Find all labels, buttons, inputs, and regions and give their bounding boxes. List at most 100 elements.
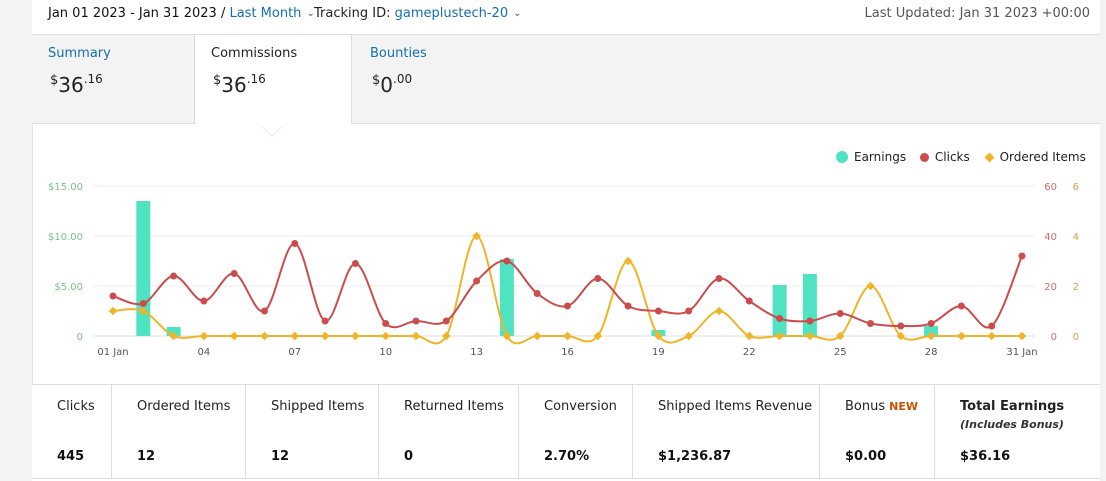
- earnings-bar: [499, 259, 514, 336]
- y-tick-label-earnings: $10.00: [48, 232, 83, 243]
- stat-total-earnings: Total Earnings (Includes Bonus) $36.16: [935, 385, 1100, 478]
- x-tick-label: 22: [743, 347, 756, 358]
- earnings-tabs: Summary $36.16 Commissions $36.16 Bounti…: [32, 34, 1100, 129]
- clicks-point: [745, 297, 753, 305]
- x-tick-label: 04: [198, 347, 211, 358]
- x-tick-label: 28: [925, 347, 938, 358]
- clicks-point: [442, 317, 450, 325]
- ordered-items-point: [623, 256, 633, 266]
- stat-value: 12: [137, 449, 156, 464]
- tab-summary[interactable]: Summary $36.16: [32, 35, 192, 129]
- ordered-items-point: [381, 331, 390, 341]
- ordered-items-point: [957, 331, 966, 341]
- clicks-point: [503, 257, 511, 265]
- total-earnings-label: Total Earnings: [960, 399, 1065, 414]
- x-tick-label: 25: [834, 347, 847, 358]
- x-tick-label: 31 Jan: [1006, 347, 1037, 358]
- ordered-items-point: [684, 331, 693, 341]
- ordered-items-point: [108, 306, 118, 316]
- y-tick-label-clicks: 20: [1044, 282, 1057, 293]
- stat-value: 12: [271, 449, 290, 464]
- ordered-items-point: [896, 331, 906, 341]
- ordered-items-point: [351, 331, 360, 341]
- active-tab-pointer-fill: [263, 127, 281, 136]
- chevron-down-icon[interactable]: ⌄: [513, 8, 522, 19]
- clicks-point: [200, 297, 208, 305]
- ordered-items-point: [835, 331, 845, 341]
- stat-label: Ordered Items: [137, 399, 231, 414]
- ordered-items-point: [593, 331, 603, 341]
- tab-bounties[interactable]: Bounties $0.00: [354, 35, 514, 129]
- legend-earnings[interactable]: Earnings: [836, 150, 906, 164]
- x-tick-label: 13: [470, 347, 483, 358]
- ordered-items-point: [563, 331, 572, 341]
- tracking-id-selector[interactable]: Tracking ID: gameplustech-20 ⌄: [314, 6, 522, 21]
- ordered-items-point: [411, 331, 421, 341]
- ordered-items-point: [775, 331, 784, 341]
- ordered-items-point: [532, 331, 542, 341]
- stat-label: Shipped Items: [271, 399, 365, 414]
- ordered-items-point: [987, 331, 996, 341]
- ordered-items-point: [714, 306, 724, 316]
- ordered-items-point: [260, 331, 269, 341]
- tracking-id-value[interactable]: gameplustech-20: [394, 6, 509, 21]
- x-tick-label: 01 Jan: [97, 347, 128, 358]
- last-updated-text: Last Updated: Jan 31 2023 +00:00: [864, 6, 1090, 21]
- tab-commissions[interactable]: Commissions $36.16: [194, 35, 352, 129]
- clicks-point: [321, 317, 329, 325]
- right-gutter: [1100, 0, 1106, 481]
- clicks-point: [897, 322, 905, 330]
- clicks-point: [412, 317, 420, 325]
- clicks-point: [291, 240, 299, 247]
- ordered-swatch-icon: [984, 152, 995, 163]
- stat-shipped-items: Shipped Items 12: [246, 385, 379, 478]
- clicks-point: [109, 292, 117, 300]
- stat-value: $36.16: [960, 449, 1011, 464]
- includes-bonus-label: (Includes Bonus): [960, 418, 1064, 431]
- clicks-point: [170, 272, 178, 280]
- stat-clicks: Clicks 445: [32, 385, 112, 478]
- legend-ordered-items[interactable]: Ordered Items: [984, 150, 1086, 164]
- clicks-point: [261, 307, 268, 315]
- ordered-items-point: [229, 331, 239, 341]
- stat-label: Shipped Items Revenue: [658, 399, 813, 414]
- ordered-items-point: [139, 306, 148, 316]
- ordered-items-point: [169, 331, 178, 341]
- y-tick-label-clicks: 60: [1044, 182, 1057, 193]
- range-preset-label[interactable]: Last Month: [229, 6, 302, 21]
- new-badge: NEW: [889, 400, 918, 413]
- y-tick-label-earnings: $5.00: [54, 282, 83, 293]
- x-tick-label: 07: [288, 347, 301, 358]
- ordered-items-point: [199, 331, 209, 341]
- earnings-chart: $15.00 60 6 $10.00 40 4 $5.00 20 2 0 0 0 01 Jan 04 07 1…: [32, 124, 1100, 384]
- tab-summary-label[interactable]: Summary: [48, 46, 111, 61]
- y-tick-label-ordered: 2: [1073, 282, 1079, 293]
- stat-returned-items: Returned Items 0: [379, 385, 519, 478]
- legend-clicks[interactable]: Clicks: [919, 150, 970, 164]
- tracking-id-label: Tracking ID:: [314, 6, 391, 21]
- legend-earnings-label: Earnings: [854, 150, 907, 164]
- tab-bounties-amount: $0.00: [372, 72, 413, 97]
- report-toolbar: Jan 01 2023 - Jan 31 2023 / Last Month ⌄ …: [32, 0, 1100, 34]
- stat-value: 2.70%: [544, 449, 590, 464]
- stat-value: $0.00: [845, 449, 887, 464]
- tab-commissions-label[interactable]: Commissions: [211, 46, 298, 61]
- stats-table: Clicks 445 Ordered Items 12 Shipped Item…: [32, 384, 1100, 479]
- ordered-items-point: [472, 231, 481, 241]
- clicks-point: [836, 310, 844, 317]
- tab-commissions-amount: $36.16: [213, 72, 266, 97]
- clicks-point: [776, 315, 784, 322]
- clicks-point: [351, 260, 359, 267]
- ordered-items-point: [320, 331, 330, 341]
- tab-summary-amount: $36.16: [50, 72, 103, 97]
- chevron-down-icon[interactable]: ⌄: [306, 8, 315, 19]
- clicks-point: [564, 302, 571, 310]
- stat-label: Bonus NEW: [845, 399, 918, 414]
- stat-label: Returned Items: [404, 399, 504, 414]
- stat-bonus: Bonus NEW $0.00: [820, 385, 935, 478]
- date-range-selector[interactable]: Jan 01 2023 - Jan 31 2023 / Last Month ⌄: [48, 6, 315, 21]
- clicks-point: [382, 320, 390, 327]
- clicks-point: [685, 307, 693, 315]
- clicks-point: [715, 275, 723, 282]
- tab-bounties-label[interactable]: Bounties: [370, 46, 427, 61]
